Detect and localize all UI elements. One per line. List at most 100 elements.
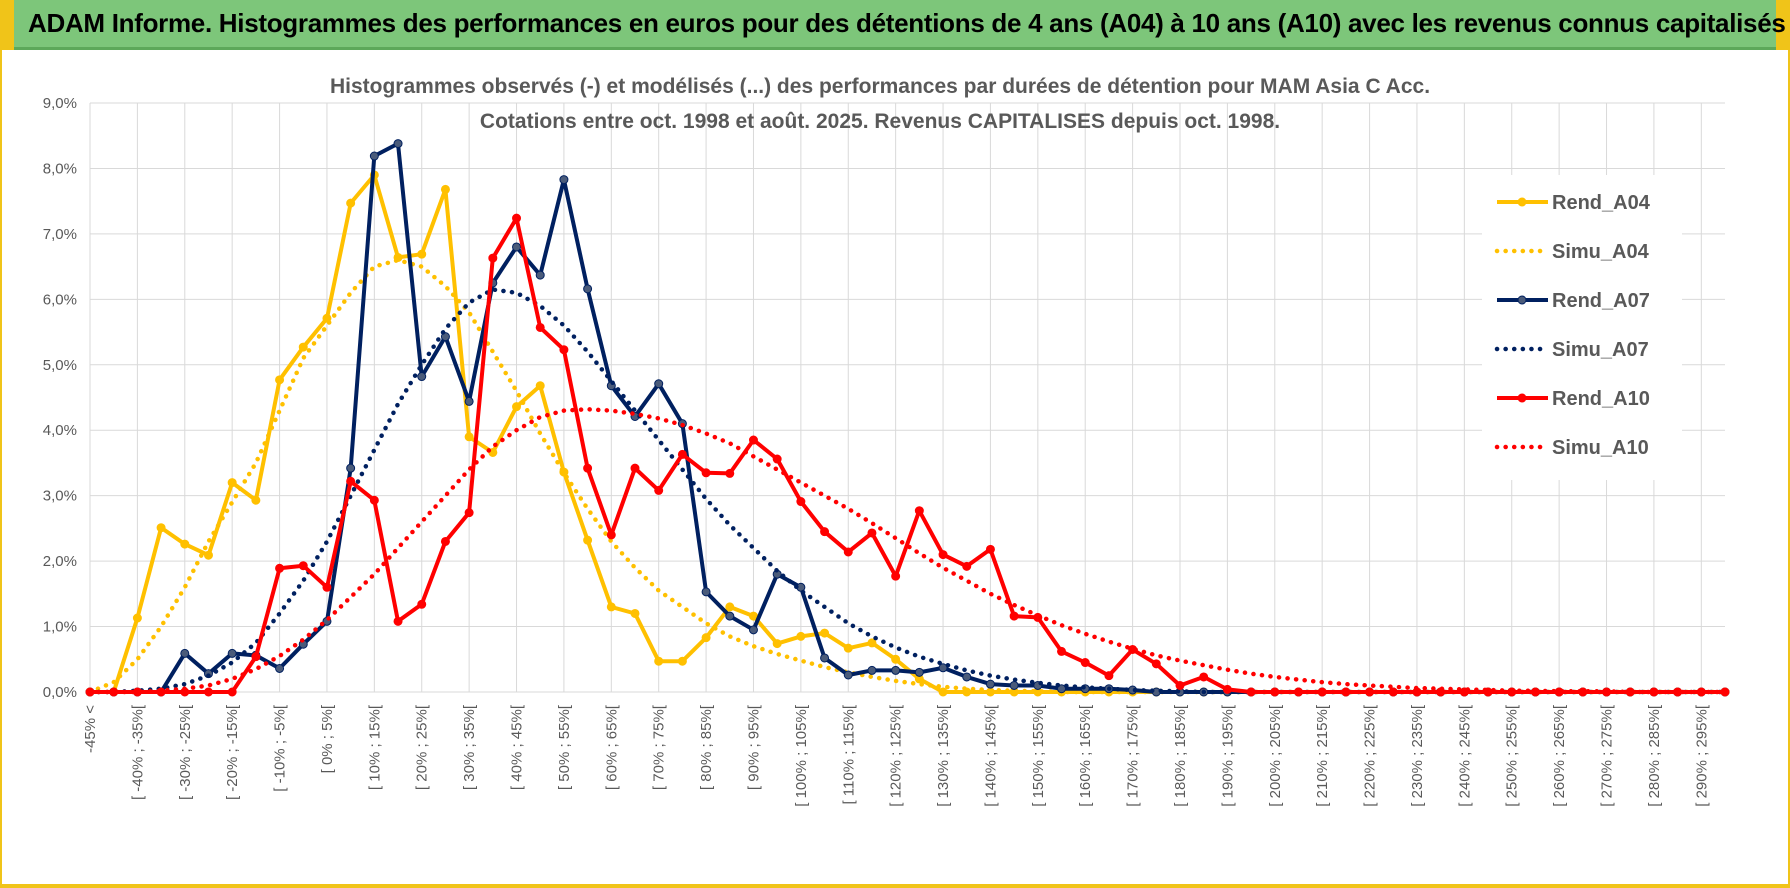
y-tick-label: 3,0%	[43, 488, 77, 505]
data-point-rend_a10	[1175, 680, 1185, 690]
data-point-rend_a07	[559, 175, 569, 185]
data-point-rend_a10	[298, 561, 308, 571]
series-line-rend_a07	[88, 141, 1727, 694]
data-point-rend_a04	[417, 249, 427, 259]
data-point-rend_a10	[346, 476, 356, 486]
x-tick-label: [ -10% ; -5%[	[272, 704, 289, 792]
data-point-rend_a10	[843, 547, 853, 557]
x-tick-label: [ 280% ; 285%[	[1646, 704, 1663, 807]
series-line-simu_a10	[87, 407, 1728, 695]
x-tick-label: [ 270% ; 275%[	[1599, 704, 1616, 807]
data-point-rend_a10	[914, 506, 924, 516]
data-point-rend_a10	[985, 544, 995, 554]
data-point-rend_a10	[1151, 659, 1161, 669]
data-point-rend_a10	[322, 582, 332, 592]
data-point-rend_a10	[1720, 687, 1730, 697]
data-point-rend_a04	[701, 633, 711, 643]
data-point-rend_a10	[1317, 687, 1327, 697]
x-tick-label: [ -30% ; -25%[	[177, 704, 194, 800]
data-point-rend_a07	[227, 648, 237, 658]
x-tick-label: [ 20% ; 25%[	[414, 704, 431, 790]
x-tick-label: [ 10% ; 15%[	[366, 704, 383, 790]
data-point-rend_a04	[606, 602, 616, 612]
x-tick-label: [ 50% ; 55%[	[556, 704, 573, 790]
data-point-rend_a04	[464, 432, 474, 442]
data-point-rend_a07	[985, 679, 995, 689]
data-point-rend_a04	[583, 535, 593, 545]
data-point-rend_a04	[440, 184, 450, 194]
x-tick-label: [ 150% ; 155%[	[1030, 704, 1047, 807]
data-point-rend_a10	[203, 687, 213, 697]
data-point-rend_a10	[867, 528, 877, 538]
data-point-rend_a10	[1270, 687, 1280, 697]
legend-label: Simu_A04	[1552, 241, 1650, 263]
data-point-rend_a07	[701, 587, 711, 597]
data-point-rend_a07	[275, 663, 285, 673]
x-tick-label: [ 260% ; 265%[	[1551, 704, 1568, 807]
header-banner: ADAM Informe. Histogrammes des performan…	[0, 0, 1790, 50]
data-point-rend_a10	[1009, 611, 1019, 621]
legend-label: Rend_A10	[1552, 388, 1650, 410]
x-tick-label: [ 40% ; 45%[	[509, 704, 526, 790]
legend-background	[1482, 175, 1682, 480]
x-tick-label: [ 90% ; 95%[	[745, 704, 762, 790]
data-point-rend_a10	[1057, 646, 1067, 656]
banner-corner-left	[0, 0, 14, 50]
x-tick-label: [ 130% ; 135%[	[935, 704, 952, 807]
data-point-rend_a10	[1080, 658, 1090, 668]
data-point-rend_a07	[417, 372, 427, 382]
data-point-rend_a07	[867, 665, 877, 675]
data-point-rend_a10	[1293, 687, 1303, 697]
page-title: ADAM Informe. Histogrammes des performan…	[28, 8, 1786, 38]
x-tick-label: [ 140% ; 145%[	[982, 704, 999, 807]
x-tick-label: [ 70% ; 75%[	[651, 704, 668, 790]
data-point-rend_a07	[748, 625, 758, 635]
y-tick-label: 6,0%	[43, 291, 77, 308]
x-tick-label: [ 0% ; 5%[	[319, 704, 336, 773]
data-point-rend_a07	[891, 665, 901, 675]
data-point-rend_a04	[938, 687, 948, 697]
data-point-rend_a10	[606, 530, 616, 540]
data-point-rend_a10	[227, 687, 237, 697]
x-tick-label: [ 170% ; 175%[	[1125, 704, 1142, 807]
x-tick-label: [ 200% ; 205%[	[1267, 704, 1284, 807]
x-tick-label: [ -40% ; -35%[	[129, 704, 146, 800]
data-point-rend_a07	[393, 139, 403, 149]
data-point-rend_a07	[369, 151, 379, 161]
y-axis-ticks: 0,0% 1,0% 2,0% 3,0% 4,0% 5,0% 6,0% 7,0% 8,0% 9,0%	[43, 95, 77, 701]
data-point-rend_a10	[583, 463, 593, 473]
x-tick-label: [ 290% ; 295%[	[1693, 704, 1710, 807]
data-point-rend_a07	[535, 270, 545, 280]
x-tick-label: [ 220% ; 225%[	[1362, 704, 1379, 807]
data-point-rend_a04	[630, 608, 640, 618]
data-point-rend_a04	[843, 643, 853, 653]
data-point-rend_a07	[180, 648, 190, 658]
data-point-rend_a07	[1009, 680, 1019, 690]
data-point-rend_a10	[1388, 687, 1398, 697]
x-tick-label: [ 30% ; 35%[	[461, 704, 478, 790]
data-point-rend_a10	[748, 435, 758, 445]
legend-label: Rend_A04	[1552, 192, 1651, 214]
data-point-rend_a04	[132, 613, 142, 623]
data-point-rend_a04	[796, 631, 806, 641]
y-tick-label: 5,0%	[43, 357, 77, 374]
data-point-rend_a04	[677, 656, 687, 666]
data-point-rend_a04	[203, 550, 213, 560]
y-tick-label: 7,0%	[43, 226, 77, 243]
grid-lines	[89, 102, 1725, 693]
data-point-rend_a10	[1222, 684, 1232, 694]
y-tick-label: 9,0%	[43, 95, 77, 112]
data-point-rend_a04	[156, 523, 166, 533]
y-tick-label: 2,0%	[43, 553, 77, 570]
legend-marker	[1517, 197, 1527, 207]
y-tick-label: 0,0%	[43, 684, 77, 701]
data-point-rend_a10	[369, 495, 379, 505]
data-point-rend_a07	[914, 667, 924, 677]
legend-marker	[1517, 295, 1527, 305]
data-point-rend_a04	[867, 638, 877, 648]
x-tick-label: [ 160% ; 165%[	[1077, 704, 1094, 807]
x-tick-label: [ 180% ; 185%[	[1172, 704, 1189, 807]
data-point-rend_a07	[583, 284, 593, 294]
data-point-rend_a10	[1104, 671, 1114, 681]
